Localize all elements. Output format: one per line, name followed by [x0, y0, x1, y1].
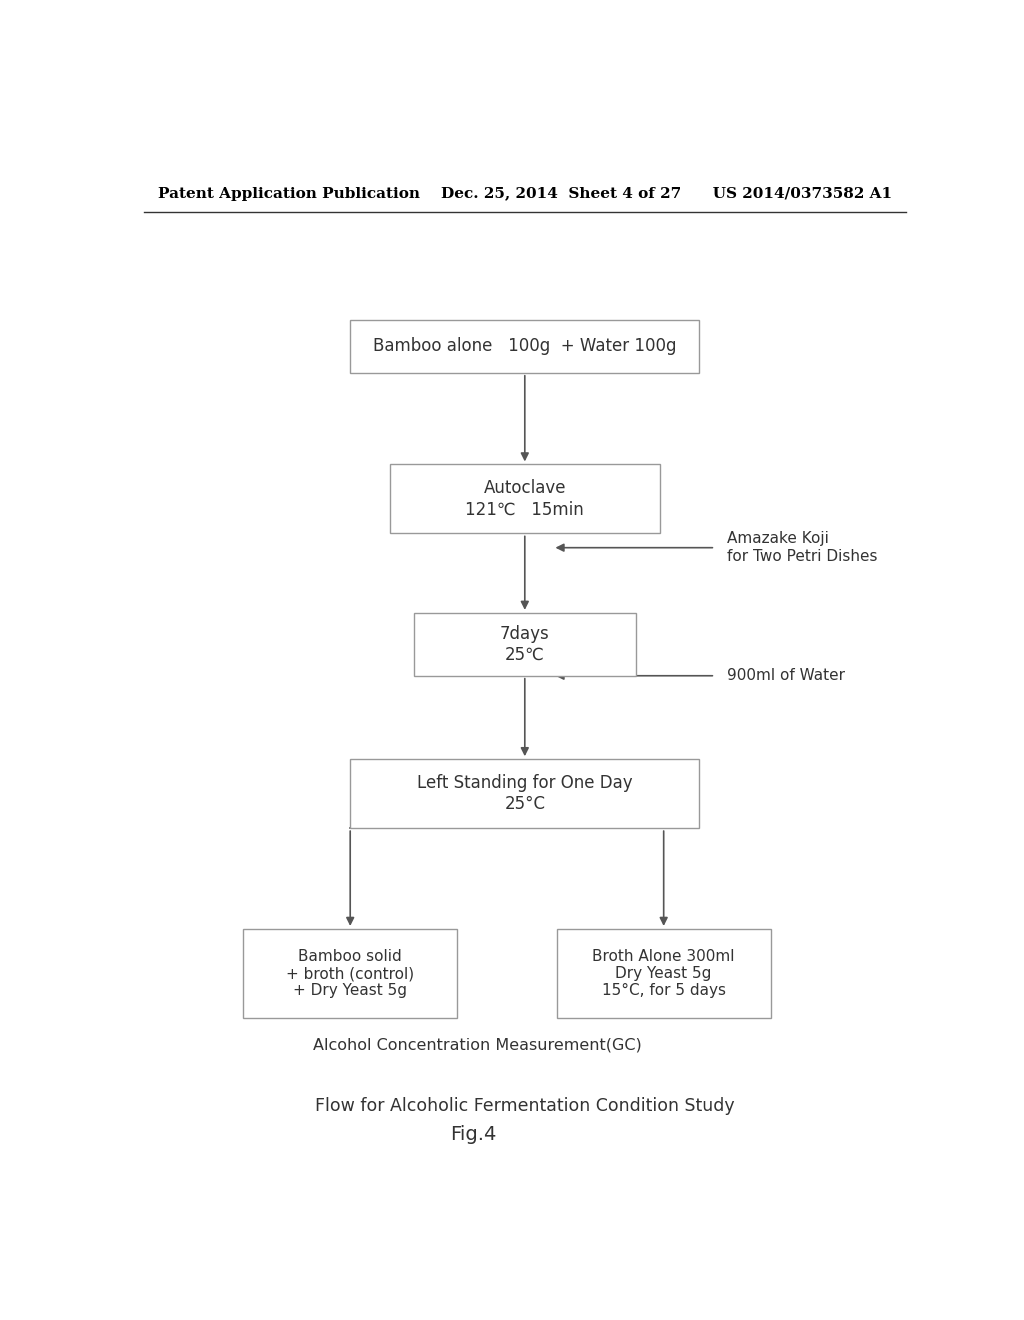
Text: Alcohol Concentration Measurement(GC): Alcohol Concentration Measurement(GC)	[312, 1038, 642, 1052]
FancyBboxPatch shape	[557, 929, 771, 1018]
Text: Amazake Koji
for Two Petri Dishes: Amazake Koji for Two Petri Dishes	[727, 532, 878, 564]
Text: Autoclave
121℃   15min: Autoclave 121℃ 15min	[466, 479, 584, 519]
FancyBboxPatch shape	[350, 759, 699, 828]
Text: Bamboo solid
+ broth (control)
+ Dry Yeast 5g: Bamboo solid + broth (control) + Dry Yea…	[286, 949, 415, 998]
Text: Bamboo alone   100g  + Water 100g: Bamboo alone 100g + Water 100g	[373, 338, 677, 355]
FancyBboxPatch shape	[414, 612, 636, 676]
Text: Patent Application Publication    Dec. 25, 2014  Sheet 4 of 27      US 2014/0373: Patent Application Publication Dec. 25, …	[158, 187, 892, 201]
Text: 7days
25℃: 7days 25℃	[500, 624, 550, 664]
Text: Left Standing for One Day
25°C: Left Standing for One Day 25°C	[417, 775, 633, 813]
FancyBboxPatch shape	[350, 319, 699, 372]
FancyBboxPatch shape	[390, 465, 659, 533]
Text: Broth Alone 300ml
Dry Yeast 5g
15°C, for 5 days: Broth Alone 300ml Dry Yeast 5g 15°C, for…	[593, 949, 735, 998]
FancyBboxPatch shape	[243, 929, 458, 1018]
Text: 900ml of Water: 900ml of Water	[727, 668, 845, 684]
Text: Flow for Alcoholic Fermentation Condition Study: Flow for Alcoholic Fermentation Conditio…	[315, 1097, 734, 1114]
Text: Fig.4: Fig.4	[450, 1125, 497, 1143]
